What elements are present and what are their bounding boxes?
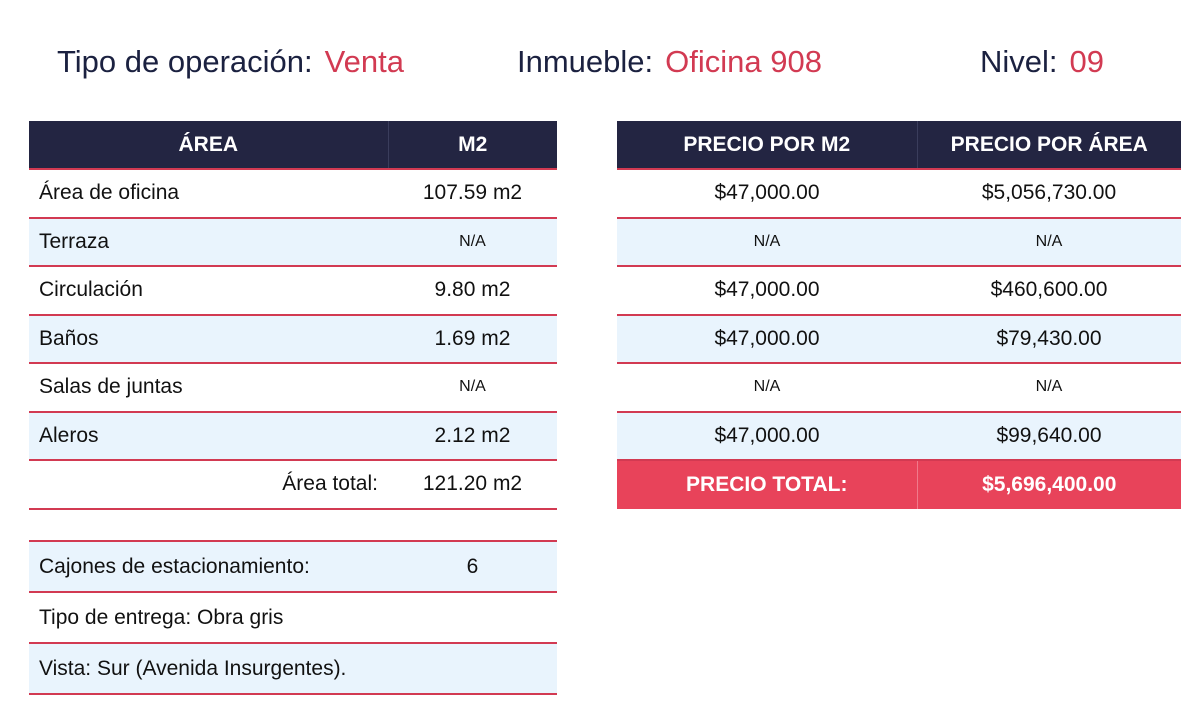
table-row: Aleros 2.12 m2 [29, 411, 557, 461]
level-value: 09 [1069, 44, 1104, 79]
area-name: Circulación [29, 266, 388, 316]
area-name: Terraza [29, 217, 388, 267]
table-row: $47,000.00 $460,600.00 [617, 266, 1181, 316]
table-row: $47,000.00 $99,640.00 [617, 411, 1181, 461]
price-per-area: $99,640.00 [917, 411, 1181, 461]
area-name: Área de oficina [29, 169, 388, 219]
prices-table: PRECIO POR M2 PRECIO POR ÁREA $47,000.00… [617, 121, 1181, 509]
level-label: Nivel: [980, 44, 1058, 79]
area-name: Aleros [29, 411, 388, 461]
m2-column-header: M2 [387, 121, 557, 170]
property: Inmueble: Oficina 908 [517, 44, 822, 80]
parking-label: Cajones de estacionamiento: [29, 540, 388, 593]
table-row: Baños 1.69 m2 [29, 314, 557, 364]
operation-type-label: Tipo de operación: [57, 44, 313, 79]
area-column-header: ÁREA [29, 121, 388, 170]
price-total-value: $5,696,400.00 [916, 460, 1181, 509]
price-per-area: $460,600.00 [917, 266, 1181, 316]
area-m2: 1.69 m2 [388, 314, 557, 364]
view-description: Vista: Sur (Avenida Insurgentes). [29, 643, 557, 695]
view-row: Vista: Sur (Avenida Insurgentes). [29, 643, 557, 695]
table-row: Terraza N/A [29, 217, 557, 267]
price-per-area-column-header: PRECIO POR ÁREA [916, 121, 1181, 170]
delivery-type: Tipo de entrega: Obra gris [29, 592, 557, 644]
area-m2: N/A [388, 217, 557, 267]
property-value: Oficina 908 [665, 44, 822, 79]
price-per-area: N/A [917, 363, 1181, 413]
level: Nivel: 09 [980, 44, 1104, 80]
table-row: N/A N/A [617, 217, 1181, 267]
area-m2: 2.12 m2 [388, 411, 557, 461]
area-m2: 107.59 m2 [388, 169, 557, 219]
table-row: $47,000.00 $79,430.00 [617, 314, 1181, 364]
table-row: Área de oficina 107.59 m2 [29, 169, 557, 219]
price-per-m2: N/A [617, 217, 917, 267]
price-per-m2: $47,000.00 [617, 169, 917, 219]
area-m2: 9.80 m2 [388, 266, 557, 316]
areas-header-row: ÁREA M2 [29, 121, 557, 170]
property-label: Inmueble: [517, 44, 654, 79]
price-per-m2: $47,000.00 [617, 266, 917, 316]
price-per-m2: $47,000.00 [617, 314, 917, 364]
price-per-m2: N/A [617, 363, 917, 413]
info-table: Cajones de estacionamiento: 6 Tipo de en… [29, 540, 557, 695]
areas-table: ÁREA M2 Área de oficina 107.59 m2 Terraz… [29, 121, 557, 510]
table-row: Circulación 9.80 m2 [29, 266, 557, 316]
price-per-m2: $47,000.00 [617, 411, 917, 461]
header: Tipo de operación: Venta Inmueble: Oficina… [0, 44, 1200, 84]
operation-type: Tipo de operación: Venta [57, 44, 404, 80]
delivery-row: Tipo de entrega: Obra gris [29, 592, 557, 644]
table-row: $47,000.00 $5,056,730.00 [617, 169, 1181, 219]
area-total-value: 121.20 m2 [388, 460, 557, 510]
parking-value: 6 [388, 540, 557, 593]
price-per-area: N/A [917, 217, 1181, 267]
table-row: Salas de juntas N/A [29, 363, 557, 413]
price-total-label: PRECIO TOTAL: [617, 460, 917, 509]
area-name: Salas de juntas [29, 363, 388, 413]
area-total-row: Área total: 121.20 m2 [29, 460, 557, 510]
price-total-row: PRECIO TOTAL: $5,696,400.00 [617, 460, 1181, 509]
table-row: N/A N/A [617, 363, 1181, 413]
parking-row: Cajones de estacionamiento: 6 [29, 540, 557, 593]
operation-type-value: Venta [324, 44, 404, 79]
price-per-area: $5,056,730.00 [917, 169, 1181, 219]
area-total-label: Área total: [29, 460, 388, 510]
prices-header-row: PRECIO POR M2 PRECIO POR ÁREA [617, 121, 1181, 170]
area-m2: N/A [388, 363, 557, 413]
price-per-area: $79,430.00 [917, 314, 1181, 364]
price-per-m2-column-header: PRECIO POR M2 [617, 121, 917, 170]
area-name: Baños [29, 314, 388, 364]
